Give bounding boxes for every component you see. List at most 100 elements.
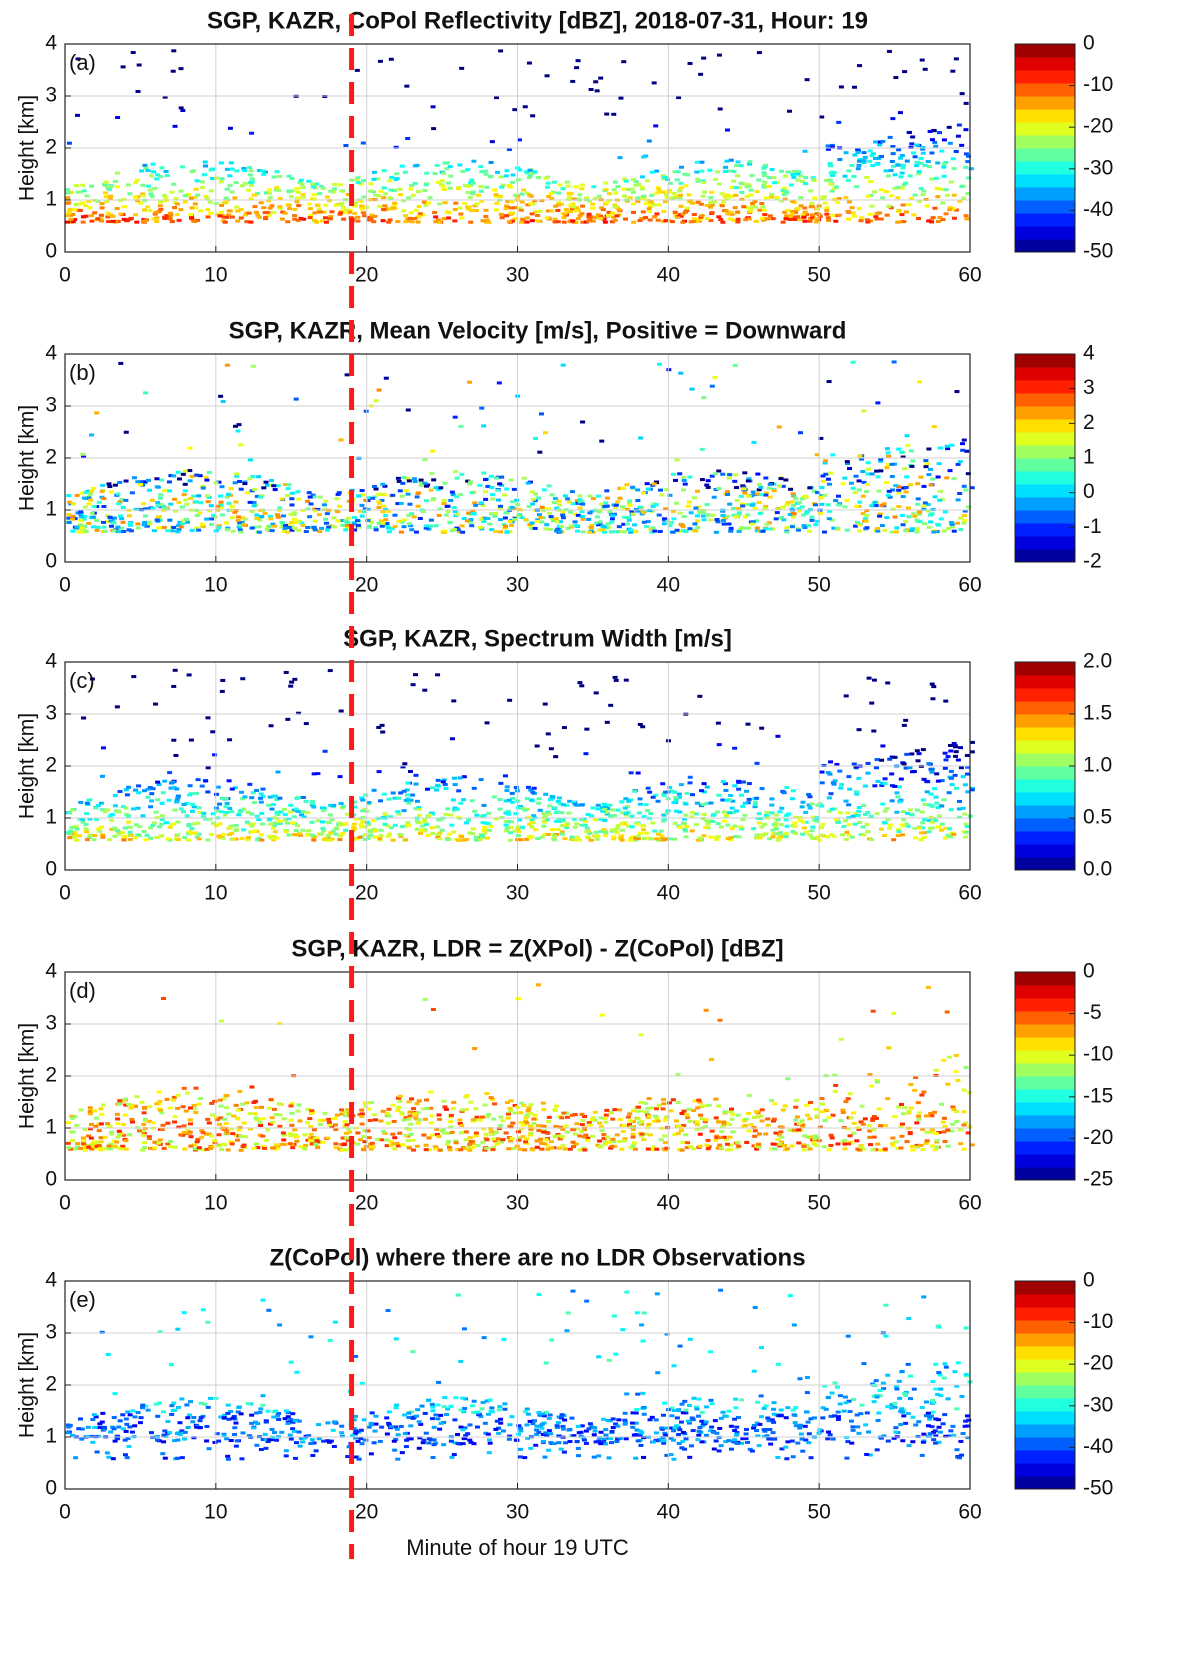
echo-cell: [228, 826, 233, 829]
colorbar-tick-label: 3: [1083, 376, 1095, 399]
echo-cell: [283, 830, 288, 833]
echo-cell: [699, 789, 704, 792]
echo-cell: [292, 678, 297, 681]
echo-cell: [172, 809, 177, 812]
echo-cell: [671, 192, 676, 195]
echo-cell: [907, 131, 912, 134]
echo-cell: [508, 839, 513, 842]
echo-cell: [930, 683, 935, 686]
echo-cell: [431, 497, 436, 500]
colorbar-band: [1015, 44, 1075, 58]
colorbar-band: [1015, 57, 1075, 71]
echo-cell: [490, 493, 495, 496]
echo-cell: [570, 524, 575, 527]
echo-cell: [673, 479, 678, 482]
echo-cell: [943, 752, 948, 755]
echo-cell: [870, 472, 875, 475]
echo-cell: [833, 220, 838, 223]
echo-cell: [236, 813, 241, 816]
echo-cell: [579, 824, 584, 827]
echo-cell: [104, 181, 109, 184]
echo-cell: [453, 783, 458, 786]
echo-cell: [717, 54, 722, 57]
echo-cell: [587, 495, 592, 498]
echo-cell: [573, 520, 578, 523]
echo-cell: [536, 176, 541, 179]
echo-cell: [775, 735, 780, 738]
echo-cell: [635, 196, 640, 199]
echo-cell: [334, 828, 339, 831]
echo-cell: [541, 825, 546, 828]
echo-cell: [947, 827, 952, 830]
echo-cell: [899, 451, 904, 454]
echo-cell: [236, 515, 241, 518]
echo-cell: [101, 521, 106, 524]
echo-cell: [370, 497, 375, 500]
echo-cell: [640, 186, 645, 189]
echo-cell: [391, 839, 396, 842]
echo-cell: [963, 836, 968, 839]
echo-cell: [481, 814, 486, 817]
colorbar-band: [1015, 406, 1075, 420]
echo-cell: [144, 838, 149, 841]
echo-cell: [631, 191, 636, 194]
echo-cell: [930, 138, 935, 141]
echo-cell: [487, 829, 492, 832]
echo-cell: [732, 480, 737, 483]
echo-cell: [882, 821, 887, 824]
echo-cell: [747, 1094, 752, 1097]
echo-cell: [902, 1106, 907, 1109]
echo-cell: [593, 216, 598, 219]
echo-cell: [580, 184, 585, 187]
echo-cell: [574, 524, 579, 527]
echo-cell: [371, 178, 376, 181]
echo-cell: [448, 165, 453, 168]
echo-cell: [580, 420, 585, 423]
echo-cell: [641, 828, 646, 831]
echo-cell: [530, 219, 535, 222]
echo-cell: [857, 207, 862, 210]
echo-cell: [224, 1106, 229, 1109]
echo-cell: [795, 215, 800, 218]
echo-cell: [465, 519, 470, 522]
echo-cell: [398, 489, 403, 492]
echo-cell: [577, 681, 582, 684]
echo-cell: [885, 214, 890, 217]
echo-cell: [254, 514, 259, 517]
echo-cell: [292, 218, 297, 221]
echo-cell: [174, 787, 179, 790]
echo-cell: [458, 493, 463, 496]
echo-cell: [573, 826, 578, 829]
echo-cell: [294, 200, 299, 203]
echo-cell: [304, 800, 309, 803]
colorbar-band: [1015, 818, 1075, 832]
echo-cell: [728, 530, 733, 533]
echo-cell: [827, 483, 832, 486]
echo-cell: [229, 161, 234, 164]
echo-cell: [527, 62, 532, 65]
echo-cell: [352, 516, 357, 519]
echo-cell: [750, 504, 755, 507]
echo-cell: [633, 530, 638, 533]
echo-cell: [737, 836, 742, 839]
echo-cell: [702, 813, 707, 816]
echo-cell: [931, 216, 936, 219]
echo-cell: [115, 493, 120, 496]
echo-cell: [176, 838, 181, 841]
colorbar-tick-label: -1: [1083, 515, 1102, 538]
echo-cell: [784, 786, 789, 789]
echo-cell: [664, 219, 669, 222]
echo-cell: [453, 202, 458, 205]
echo-cell: [618, 156, 623, 159]
echo-cell: [580, 510, 585, 513]
echo-cell: [495, 171, 500, 174]
echo-cell: [121, 65, 126, 68]
echo-cell: [156, 486, 161, 489]
echo-cell: [467, 381, 472, 384]
echo-cell: [493, 512, 498, 515]
echo-cell: [777, 425, 782, 428]
echo-cell: [474, 814, 479, 817]
echo-cell: [901, 523, 906, 526]
echo-cell: [464, 821, 469, 824]
echo-cell: [508, 1110, 513, 1113]
